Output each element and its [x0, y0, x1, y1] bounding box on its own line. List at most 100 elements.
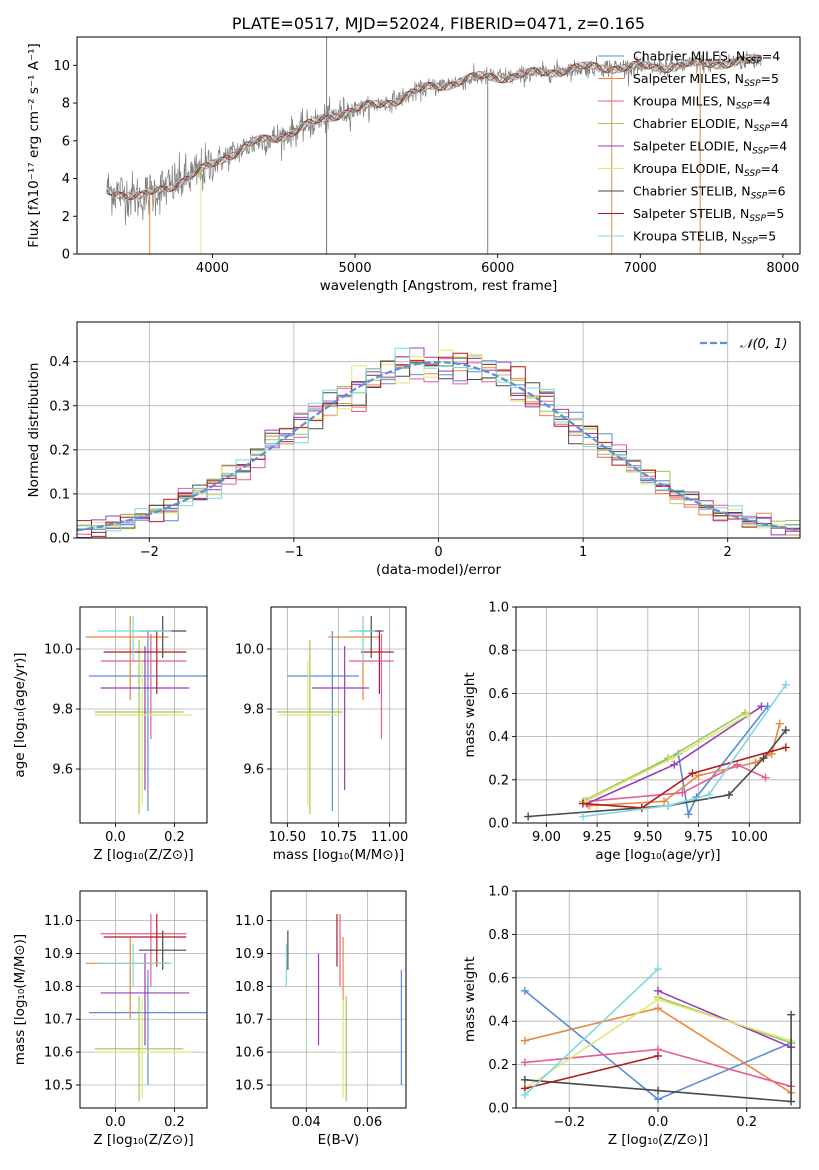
legend-count: =5: [766, 206, 784, 221]
mass-weight-line: [524, 968, 659, 1096]
y-tick-label: 10.7: [235, 1013, 264, 1028]
legend-label: Kroupa STELIB, N: [633, 229, 741, 244]
mass_vs_ebv-data: [285, 914, 402, 1102]
age_vs_mass-data: [277, 616, 394, 814]
legend-count: =4: [769, 139, 787, 154]
mass-weight-line: [524, 1055, 659, 1090]
x-axis-label: age [log₁₀(age/yr)]: [595, 847, 720, 863]
y-tick-label: 9.8: [243, 703, 264, 718]
mass-weight-marker: [787, 1010, 796, 1019]
chart-title: PLATE=0517, MJD=52024, FIBERID=0471, z=0…: [232, 14, 645, 33]
age_vs_mass-axes: 10.50 10.75 11.00 9.6 9.8 10.0 mass [log₁₀(M/M…: [235, 606, 408, 863]
mass-weight-marker: [520, 1090, 529, 1099]
errorbar-point-kroupa_elodie: [94, 661, 193, 805]
legend-subscript: SSP: [736, 102, 753, 112]
legend-label: Chabrier MILES, N: [633, 49, 745, 64]
mw_vs_Z-panel: −0.2 0.0 0.2 0.0 0.2 0.4 0.6 0.8 1.0 Z [log₁₀(Z/Z…: [462, 885, 801, 1148]
y-tick-label: 10.5: [44, 1078, 73, 1093]
spectrum-data: [106, 37, 762, 254]
mass-weight-marker: [775, 719, 784, 728]
mw_vs_Z-axes: −0.2 0.0 0.2 0.0 0.2 0.4 0.6 0.8 1.0 Z [log₁₀(Z/Z…: [462, 885, 801, 1148]
errorbar-point-salpeter_elodie: [100, 646, 190, 790]
residual-hist-kroupa_stelib: [77, 347, 800, 533]
y-tick-label: 0: [62, 248, 70, 263]
y-tick-label: 11.0: [235, 914, 264, 929]
y-axis-label: Normed distribution: [26, 363, 42, 498]
errorbar-point-salpeter_stelib: [103, 914, 187, 967]
age_vs_Z-frame: [79, 606, 208, 824]
x-tick-label: 0.0: [648, 1115, 669, 1130]
x-axis-label: Z [log₁₀(Z/Z⊙)]: [93, 847, 193, 863]
y-tick-label: 0.4: [49, 355, 70, 370]
age_vs_mass-panel: 10.50 10.75 11.00 9.6 9.8 10.0 mass [log₁₀(M/M…: [235, 606, 408, 863]
legend-label: Kroupa ELODIE, N: [633, 161, 744, 176]
legend-subscript: SSP: [751, 192, 768, 202]
y-tick-label: 0.1: [49, 487, 70, 502]
legend-entry-kroupa_stelib: Kroupa STELIB, NSSP=5: [633, 229, 776, 247]
y-tick-label: 0.2: [488, 1058, 509, 1073]
x-tick-label: 7000: [624, 261, 657, 276]
legend-label: Chabrier STELIB, N: [633, 184, 751, 199]
y-tick-label: 0.0: [488, 1102, 509, 1117]
x-tick-label: −2: [140, 545, 159, 560]
legend-count: =5: [758, 229, 776, 244]
model-fit-chabrier_stelib: [106, 55, 762, 200]
y-tick-label: 0.2: [49, 443, 70, 458]
mass-weight-marker: [704, 790, 713, 799]
x-tick-label: 1: [579, 545, 587, 560]
errorbar-point-kroupa_stelib: [97, 616, 172, 661]
y-tick-label: 10.9: [44, 947, 73, 962]
x-tick-label: 10.75: [320, 830, 357, 845]
model-fit-kroupa_stelib: [106, 54, 762, 201]
y-tick-label: 4: [62, 172, 70, 187]
legend-label: Salpeter MILES, N: [633, 71, 744, 86]
mw_vs_age-panel: 9.00 9.25 9.50 9.75 10.00 0.0 0.2 0.4 0.6 0.8 1.0 a…: [462, 601, 801, 863]
y-tick-label: 10: [53, 59, 70, 74]
legend-count: =6: [767, 184, 785, 199]
y-tick-label: 0.0: [49, 532, 70, 547]
legend-subscript: SSP: [753, 124, 770, 134]
legend-subscript: SSP: [749, 214, 766, 224]
residual-histograms: [77, 347, 800, 538]
errorbar-point-salpeter_elodie: [100, 953, 190, 1046]
age_vs_mass-grid: [271, 607, 406, 823]
y-tick-label: 8: [62, 97, 70, 112]
x-axis-label: E(B-V): [318, 1132, 360, 1148]
errorbar-point-chabrier_miles: [88, 969, 207, 1085]
y-tick-label: 0.6: [488, 687, 509, 702]
mass_vs_Z-frame: [79, 890, 208, 1109]
y-tick-label: 10.6: [44, 1046, 73, 1061]
mass-weight-marker: [520, 1058, 529, 1067]
mass-weight-marker: [781, 743, 790, 752]
mass-weight-marker: [684, 810, 693, 819]
y-tick-label: 0.3: [49, 399, 70, 414]
y-tick-label: 10.8: [235, 980, 264, 995]
x-tick-label: 0.2: [736, 1115, 757, 1130]
spectrum-panel: 4000 5000 6000 7000 8000 0 2 4 6 8 10 wavelength [A…: [26, 14, 801, 294]
legend-count: =4: [762, 49, 780, 64]
legend-entry-kroupa_elodie: Kroupa ELODIE, NSSP=4: [633, 161, 779, 179]
mass-weight-marker: [654, 1051, 662, 1060]
y-tick-label: 10.0: [44, 643, 73, 658]
legend-count: =4: [752, 94, 770, 109]
x-tick-label: 2: [724, 545, 732, 560]
x-tick-label: 0.2: [164, 830, 185, 845]
mass-weight-series-kroupa_stelib: [520, 965, 662, 1099]
y-axis-label: mass weight: [462, 672, 478, 757]
legend-entry-chabrier_elodie: Chabrier ELODIE, NSSP=4: [633, 116, 788, 134]
errorbar-point-chabrier_miles: [287, 631, 359, 811]
errorbar-point-salpeter_stelib: [103, 631, 187, 694]
mass-weight-marker: [654, 1095, 662, 1104]
mass_vs_ebv-grid: [271, 891, 406, 1108]
mass_vs_Z-data: [85, 914, 207, 1102]
errorbar-point-salpeter_stelib: [361, 631, 394, 694]
x-tick-label: −1: [284, 545, 303, 560]
errorbar-point-kroupa_stelib: [348, 616, 376, 661]
legend-entry-chabrier_stelib: Chabrier STELIB, NSSP=6: [633, 184, 786, 202]
mass-weight-marker: [654, 1004, 662, 1013]
age_vs_Z-data: [85, 616, 207, 814]
mass-weight-marker: [757, 702, 766, 711]
legend-subscript: SSP: [752, 147, 769, 157]
